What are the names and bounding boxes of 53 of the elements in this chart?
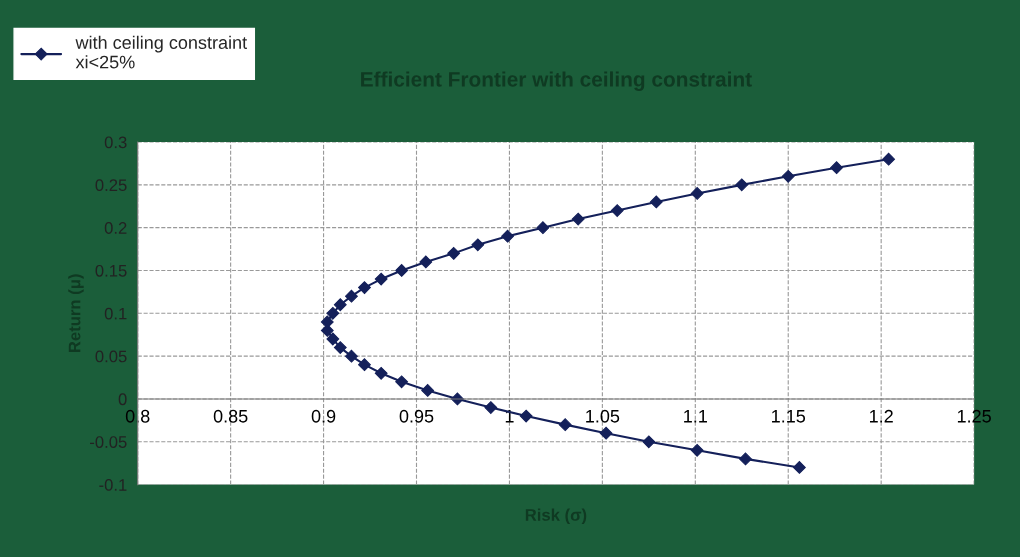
point — [739, 452, 752, 466]
legend-label: with ceiling constraint xi<25% — [75, 35, 247, 69]
y-tick-label: 0.15 — [95, 264, 127, 277]
point — [571, 212, 585, 226]
y-tick-label: 0.1 — [104, 307, 127, 320]
point — [599, 426, 613, 440]
point — [345, 349, 358, 363]
point — [395, 264, 409, 277]
x-tick-label: 1.15 — [772, 410, 806, 423]
x-tick-label: 0.9 — [311, 409, 336, 423]
point — [447, 246, 461, 260]
point — [882, 152, 896, 166]
point — [642, 435, 656, 449]
x-tick-label: 0.8 — [125, 409, 150, 423]
point — [501, 229, 514, 243]
point — [358, 281, 371, 295]
point — [374, 366, 388, 380]
point — [421, 383, 435, 397]
x-tick-label: 0.85 — [213, 409, 248, 423]
point — [374, 272, 388, 286]
point — [519, 409, 533, 423]
y-tick-label: 0.25 — [95, 179, 127, 192]
point — [690, 187, 704, 200]
point — [333, 298, 347, 312]
point — [358, 358, 371, 372]
point — [326, 332, 340, 346]
point — [320, 315, 334, 329]
point — [345, 289, 358, 303]
point — [484, 401, 498, 414]
y-tick-label: 0 — [118, 393, 127, 406]
y-tick-label: 0.3 — [104, 136, 127, 149]
point — [792, 461, 806, 474]
x-tick-label: 1.1 — [684, 410, 707, 423]
y-tick-label: -0.1 — [99, 478, 127, 491]
point — [326, 306, 340, 320]
y-tick-label: 0.05 — [95, 350, 127, 363]
point — [781, 169, 795, 183]
point — [830, 161, 843, 175]
x-tick-label: 0.95 — [399, 409, 434, 423]
x-tick-label: 1.05 — [586, 409, 620, 423]
y-tick-label: 0.2 — [104, 222, 127, 234]
point — [333, 341, 347, 354]
point — [610, 204, 624, 217]
point — [649, 195, 663, 209]
x-tick-label: 1.2 — [869, 409, 893, 423]
point — [471, 238, 485, 252]
point — [735, 178, 749, 192]
point — [690, 443, 704, 457]
point — [395, 375, 409, 389]
y-tick-label: -0.05 — [90, 436, 127, 448]
point — [558, 418, 572, 432]
point — [536, 221, 550, 235]
point — [419, 255, 433, 269]
